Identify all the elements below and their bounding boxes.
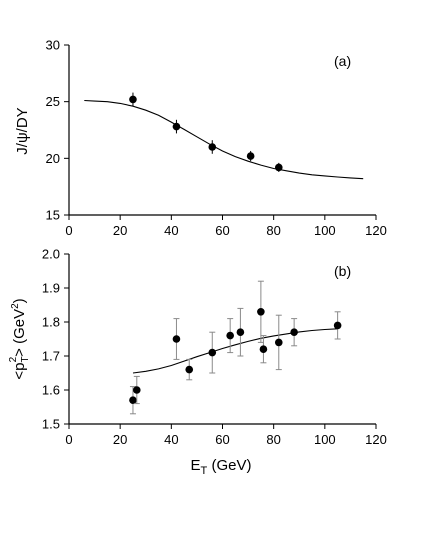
y-tick-label: 15 (46, 208, 60, 223)
panel-b-axes (68, 254, 376, 425)
x-tick-label: 0 (65, 432, 72, 447)
data-point (274, 163, 283, 172)
x-tick-label: 120 (365, 432, 387, 447)
panel-a-x-ticks: 0 20 40 60 80 100 120 (65, 215, 387, 238)
panel-b-y-ticks: 1.5 1.6 1.7 1.8 1.9 2.0 (42, 247, 69, 432)
panel-a-axes (68, 45, 376, 216)
data-point (129, 396, 137, 405)
data-point (208, 348, 217, 357)
panel-b-y-axis-label: <pT2> (GeV2) (8, 298, 31, 379)
x-tick-label: 20 (113, 432, 127, 447)
panel-b: 0 20 40 60 80 100 120 1.5 1.6 1.7 1.8 1.9 2.0 (b) E… (8, 247, 387, 478)
x-tick-label: 100 (314, 223, 336, 238)
x-tick-label: 80 (266, 223, 280, 238)
data-point (290, 328, 298, 337)
data-point (172, 335, 181, 343)
data-point (246, 152, 255, 160)
panel-a: 0 20 40 60 80 100 120 15 20 25 30 (a) J/ψ/DY (14, 38, 387, 239)
panel-b-fit-curve (132, 328, 338, 374)
y-tick-label: 25 (46, 94, 60, 109)
data-point (185, 365, 194, 374)
panel-b-x-ticks: 0 20 40 60 80 100 120 (65, 424, 387, 447)
data-point (259, 345, 268, 354)
y-tick-label: 1.9 (42, 281, 60, 296)
x-tick-label: 40 (164, 432, 178, 447)
x-tick-label: 80 (266, 432, 280, 447)
data-point (132, 386, 141, 394)
data-point (226, 331, 234, 340)
panel-a-data-points (129, 92, 283, 172)
panel-a-y-axis-label: J/ψ/DY (14, 107, 31, 154)
panel-a-fit-curve (84, 99, 364, 180)
fit-curve-line (132, 328, 338, 374)
fit-curve-line (84, 99, 364, 180)
x-tick-label: 120 (365, 223, 387, 238)
y-tick-label: 20 (46, 151, 60, 166)
y-tick-label: 1.8 (42, 315, 60, 330)
data-point (236, 328, 245, 337)
data-point (274, 338, 283, 347)
panel-a-y-ticks: 15 20 25 30 (46, 38, 69, 223)
y-tick-label: 1.7 (42, 349, 60, 364)
y-tick-label: 1.6 (42, 383, 60, 398)
y-tick-label: 1.5 (42, 417, 60, 432)
x-tick-label: 100 (314, 432, 336, 447)
x-tick-label: 0 (65, 223, 72, 238)
data-point (208, 143, 217, 151)
data-point (129, 95, 137, 104)
data-point (257, 308, 265, 316)
y-tick-label: 2.0 (42, 247, 60, 262)
x-tick-label: 60 (215, 432, 229, 447)
x-tick-label: 40 (164, 223, 178, 238)
panel-b-label: (b) (334, 263, 351, 279)
x-tick-label: 60 (215, 223, 229, 238)
panel-b-data-points (129, 280, 342, 415)
data-point (333, 321, 342, 330)
x-tick-label: 20 (113, 223, 127, 238)
data-point (172, 122, 181, 131)
panel-a-label: (a) (334, 53, 351, 69)
panel-b-x-axis-label: ET (GeV) (191, 457, 252, 477)
y-tick-label: 30 (46, 38, 60, 53)
